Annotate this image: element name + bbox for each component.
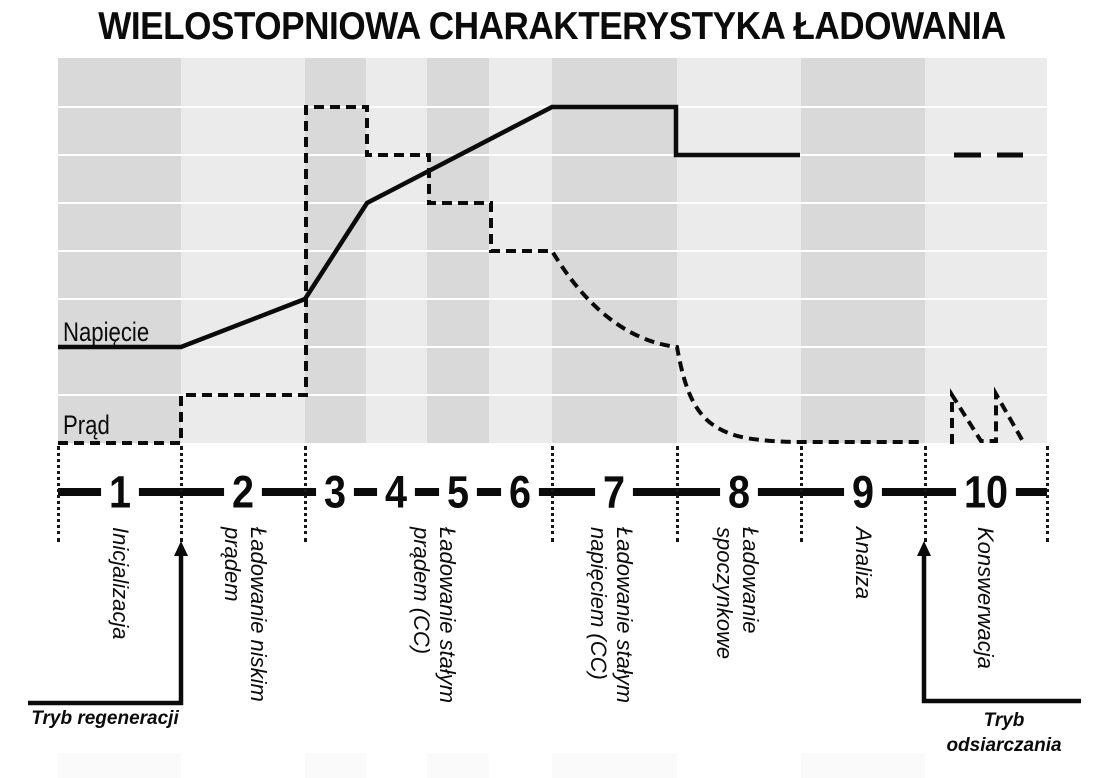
stage-number-4: 4 xyxy=(377,469,415,515)
desulfation-arrowhead-icon xyxy=(917,541,931,556)
stage-number-10: 10 xyxy=(956,469,1016,515)
regeneration-arrow xyxy=(28,552,184,706)
stage-boundary-guide xyxy=(924,446,927,542)
stage-number-1: 1 xyxy=(101,469,139,515)
regeneration-mode-label: Tryb regeneracji xyxy=(31,708,179,729)
stage-boundary-guide xyxy=(1046,446,1049,542)
stage-boundary-guide xyxy=(304,446,307,542)
desulfation-mode-label-line2: odsiarczania xyxy=(946,735,1062,756)
desulfation-mode-label: Tryb odsiarczania xyxy=(924,708,1084,758)
figure-title: WIELOSTOPNIOWA CHARAKTERYSTYKA ŁADOWANIA xyxy=(98,5,1006,48)
faint-block xyxy=(427,753,489,778)
stage-number-9: 9 xyxy=(844,469,882,515)
faint-block xyxy=(552,753,677,778)
regeneration-arrowhead-icon xyxy=(174,541,188,556)
stage-number-8: 8 xyxy=(720,469,758,515)
stage-number-7: 7 xyxy=(595,469,633,515)
faint-block xyxy=(305,753,366,778)
stage-boundary-guide xyxy=(676,446,679,542)
gridline xyxy=(58,394,1047,396)
desulfation-arrow xyxy=(921,552,1081,704)
gridline xyxy=(58,250,1047,252)
stage-boundary-guide xyxy=(180,446,183,542)
gridline xyxy=(58,346,1047,348)
stage-number-2: 2 xyxy=(224,469,262,515)
stage-boundary-guide xyxy=(551,446,554,542)
stage-boundary-guide xyxy=(800,446,803,542)
stage-number-5: 5 xyxy=(439,469,477,515)
gridline xyxy=(58,154,1047,156)
voltage-curve-label: Napięcie xyxy=(63,317,150,347)
faint-block xyxy=(58,753,181,778)
stage-number-6: 6 xyxy=(501,469,539,515)
faint-block xyxy=(801,753,925,778)
voltage-curve xyxy=(58,104,800,350)
stage-boundary-guide xyxy=(57,446,60,542)
current-curve xyxy=(58,105,921,445)
current-curve-label: Prąd xyxy=(63,410,110,440)
gridline xyxy=(58,202,1047,204)
stage-number-3: 3 xyxy=(316,469,354,515)
desulfation-mode-label-line1: Tryb xyxy=(983,710,1025,731)
current-sawtooth-pulses xyxy=(950,386,1027,446)
gridline xyxy=(58,298,1047,300)
